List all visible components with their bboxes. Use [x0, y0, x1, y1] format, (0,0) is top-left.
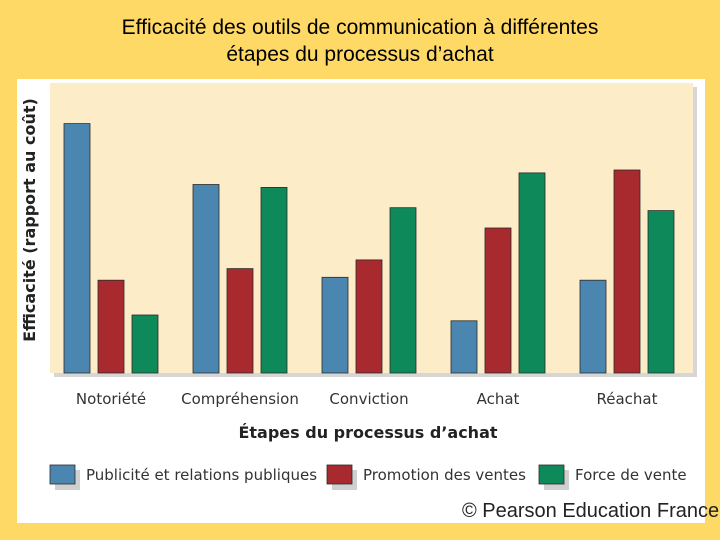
- bar-2-4: [484, 227, 512, 374]
- legend-label-2: Promotion des ventes: [363, 466, 526, 484]
- legend-swatch-1: [49, 464, 76, 485]
- category-labels: Notoriété Compréhension Conviction Achat Réa…: [76, 390, 658, 408]
- bar-3-2: [260, 186, 288, 374]
- bar-2-3: [355, 259, 383, 374]
- bar-3-1: [131, 314, 159, 374]
- bar-3-5: [647, 210, 675, 374]
- copyright-notice: © Pearson Education France: [462, 500, 720, 522]
- legend-swatch-2: [326, 464, 353, 485]
- bar-1-2: [192, 184, 220, 374]
- bar-1-4: [450, 320, 478, 374]
- x-tick-label: Réachat: [597, 390, 658, 408]
- legend-label-1: Publicité et relations publiques: [86, 466, 317, 484]
- bar-2-2: [226, 268, 254, 374]
- x-tick-label: Notoriété: [76, 390, 146, 408]
- bar-2-5: [613, 169, 641, 374]
- x-tick-label: Conviction: [329, 390, 408, 408]
- y-axis-label: Efficacité (rapport au coût): [20, 98, 39, 342]
- legend-swatch-3: [538, 464, 565, 485]
- bar-1-1: [63, 123, 91, 374]
- x-tick-label: Achat: [477, 390, 520, 408]
- slide-title-line-2: étapes du processus d’achat: [226, 43, 494, 66]
- bar-1-5: [579, 279, 607, 374]
- bar-3-3: [389, 207, 417, 374]
- bars: [63, 123, 675, 374]
- slide-title-line-1: Efficacité des outils de communication à…: [121, 16, 599, 39]
- bar-1-3: [321, 276, 349, 374]
- legend-label-3: Force de vente: [575, 466, 687, 484]
- legend: Publicité et relations publiques Promotio…: [49, 464, 687, 490]
- x-axis-label: Étapes du processus d’achat: [238, 423, 497, 442]
- slide-title: Efficacité des outils de communication à…: [0, 14, 720, 68]
- bar-2-1: [97, 279, 125, 374]
- bar-3-4: [518, 172, 546, 374]
- x-tick-label: Compréhension: [181, 390, 299, 408]
